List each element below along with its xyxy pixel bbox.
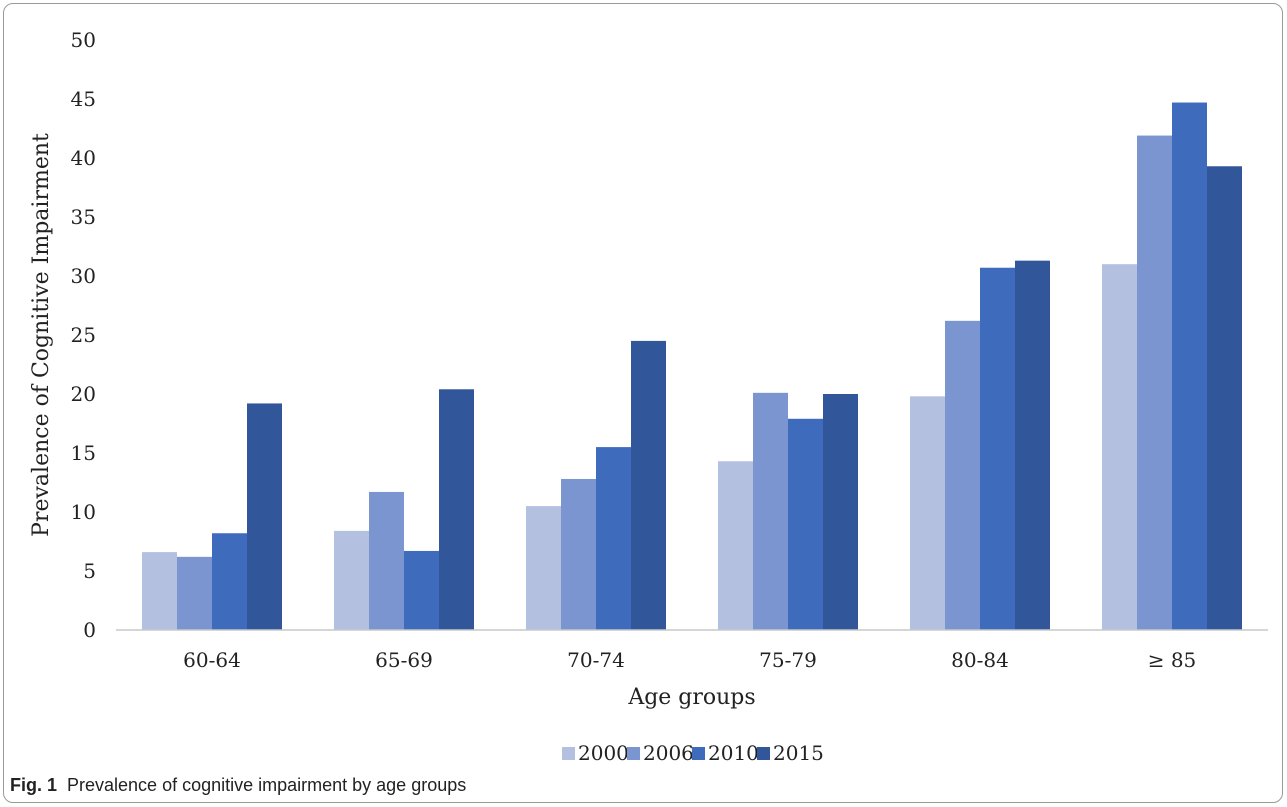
- x-tick-label: 80-84: [951, 648, 1009, 672]
- x-axis-title: Age groups: [627, 685, 755, 710]
- bars: [142, 102, 1242, 631]
- legend-swatch-2000: [562, 747, 575, 760]
- bar-2006-3: [753, 392, 788, 630]
- legend-label-2000: 2000: [578, 741, 629, 765]
- bar-2010-2: [596, 447, 631, 630]
- bar-2010-3: [788, 418, 823, 630]
- bar-2015-1: [439, 389, 474, 630]
- legend-swatch-2006: [627, 747, 640, 760]
- bar-2006-1: [369, 491, 404, 630]
- y-tick-label: 20: [71, 382, 96, 406]
- y-tick-label: 5: [83, 559, 96, 583]
- legend-label-2010: 2010: [708, 741, 759, 765]
- figure-caption-text: Prevalence of cognitive impairment by ag…: [67, 775, 467, 795]
- bar-2010-0: [212, 533, 247, 630]
- legend: 2000 2006 2010 2015: [562, 741, 824, 765]
- y-tick-label: 0: [83, 618, 96, 642]
- legend-swatch-2015: [757, 747, 770, 760]
- legend-label-2015: 2015: [773, 741, 824, 765]
- bar-2006-5: [1137, 135, 1172, 630]
- x-tick-label: 60-64: [183, 648, 241, 672]
- y-tick-label: 30: [71, 264, 96, 288]
- bar-2015-4: [1015, 260, 1050, 630]
- bar-2015-5: [1207, 166, 1242, 630]
- y-tick-label: 50: [71, 28, 96, 52]
- x-tick-label: 70-74: [567, 648, 625, 672]
- bar-2000-4: [910, 396, 945, 630]
- bar-2010-4: [980, 267, 1015, 630]
- figure-caption: Fig. 1 Prevalence of cognitive impairment…: [10, 775, 466, 796]
- x-tick-label: 75-79: [759, 648, 817, 672]
- bar-2015-2: [631, 340, 666, 630]
- bar-2015-3: [823, 394, 858, 630]
- y-tick-label: 40: [71, 146, 96, 170]
- x-axis-ticks: 60-64 65-69 70-74 75-79 80-84 ≥ 85: [183, 648, 1196, 672]
- bar-2000-2: [526, 506, 561, 630]
- y-tick-label: 25: [71, 323, 96, 347]
- bar-2010-1: [404, 550, 439, 630]
- bar-2006-0: [177, 556, 212, 630]
- bar-2006-2: [561, 478, 596, 630]
- y-axis-ticks: 0 5 10 15 20 25 30 35 40 45 50: [71, 28, 96, 642]
- bar-2000-0: [142, 552, 177, 630]
- y-tick-label: 45: [71, 87, 96, 111]
- bar-2010-5: [1172, 102, 1207, 631]
- bar-2015-0: [247, 403, 282, 630]
- bar-2000-5: [1102, 264, 1137, 630]
- x-tick-label: ≥ 85: [1148, 648, 1197, 672]
- figure-label: Fig. 1: [10, 775, 58, 795]
- y-tick-label: 10: [71, 500, 96, 524]
- y-tick-label: 15: [71, 441, 96, 465]
- bar-2006-4: [945, 320, 980, 630]
- bar-2000-3: [718, 461, 753, 630]
- y-tick-label: 35: [71, 205, 96, 229]
- y-axis-title: Prevalence of Cognitive Impairment: [29, 133, 54, 537]
- bar-2000-1: [334, 530, 369, 630]
- legend-swatch-2010: [692, 747, 705, 760]
- legend-label-2006: 2006: [643, 741, 694, 765]
- x-tick-label: 65-69: [375, 648, 433, 672]
